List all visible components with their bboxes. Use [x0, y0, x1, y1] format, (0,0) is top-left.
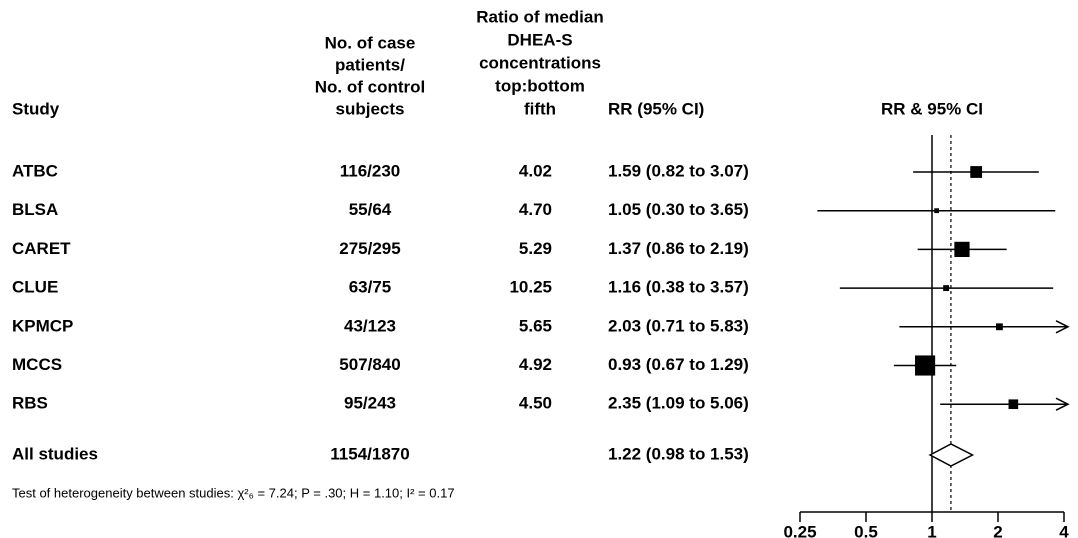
ci-arrow	[1055, 397, 1070, 411]
cases-label: 43/123	[344, 316, 396, 335]
rr-label: 1.05 (0.30 to 3.65)	[608, 200, 749, 219]
ratio-label: 4.70	[519, 200, 552, 219]
header-rr: RR (95% CI)	[608, 99, 704, 118]
x-tick-label: 1	[927, 522, 936, 538]
heterogeneity-note: Test of heterogeneity between studies: χ…	[12, 485, 455, 500]
estimate-square	[996, 323, 1003, 331]
cases-label: 116/230	[340, 161, 401, 180]
header-cases: No. of control	[315, 77, 425, 96]
x-tick-label: 0.25	[783, 522, 816, 538]
rr-label: 1.16 (0.38 to 3.57)	[608, 278, 749, 297]
ci-arrow	[1055, 320, 1070, 334]
cases-label: 275/295	[339, 239, 400, 258]
rr-label: 2.35 (1.09 to 5.06)	[608, 394, 749, 413]
study-label: ATBC	[12, 161, 58, 180]
cases-label: 55/64	[349, 200, 392, 219]
rr-label: 1.37 (0.86 to 2.19)	[608, 239, 749, 258]
estimate-square	[954, 241, 970, 258]
pooled-label: All studies	[12, 444, 98, 463]
header-cases: No. of case	[325, 33, 416, 52]
ratio-label: 5.29	[519, 239, 552, 258]
x-tick-label: 4	[1059, 522, 1069, 538]
estimate-square	[970, 166, 983, 178]
estimate-square	[943, 285, 950, 292]
rr-label: 0.93 (0.67 to 1.29)	[608, 355, 749, 374]
header-cases: subjects	[336, 99, 405, 118]
study-label: MCCS	[12, 355, 62, 374]
study-label: RBS	[12, 394, 48, 413]
ratio-label: 5.65	[519, 316, 552, 335]
pooled-diamond	[928, 443, 975, 467]
ratio-label: 4.50	[519, 394, 552, 413]
rr-label: 2.03 (0.71 to 5.83)	[608, 316, 749, 335]
cases-label: 507/840	[339, 355, 400, 374]
cases-label: 95/243	[344, 394, 396, 413]
header-ratio: DHEA-S	[507, 30, 572, 49]
study-label: CARET	[12, 239, 71, 258]
pooled-cases: 1154/1870	[330, 444, 409, 463]
estimate-square	[934, 208, 940, 214]
header-ratio: Ratio of median	[476, 7, 604, 26]
study-label: BLSA	[12, 200, 58, 219]
pooled-rr-label: 1.22 (0.98 to 1.53)	[608, 444, 749, 463]
header-cases: patients/	[335, 55, 405, 74]
header-study: Study	[12, 99, 60, 118]
study-label: CLUE	[12, 278, 58, 297]
estimate-square	[1008, 399, 1019, 410]
study-label: KPMCP	[12, 316, 73, 335]
x-tick-label: 0.5	[854, 522, 878, 538]
header-plot: RR & 95% CI	[881, 99, 983, 118]
header-ratio: fifth	[524, 99, 556, 118]
estimate-square	[915, 355, 936, 376]
ratio-label: 10.25	[509, 278, 552, 297]
header-ratio: top:bottom	[495, 76, 585, 95]
ratio-label: 4.92	[519, 355, 552, 374]
rr-label: 1.59 (0.82 to 3.07)	[608, 161, 749, 180]
ratio-label: 4.02	[519, 161, 552, 180]
cases-label: 63/75	[349, 278, 392, 297]
x-tick-label: 2	[993, 522, 1002, 538]
header-ratio: concentrations	[479, 53, 601, 72]
